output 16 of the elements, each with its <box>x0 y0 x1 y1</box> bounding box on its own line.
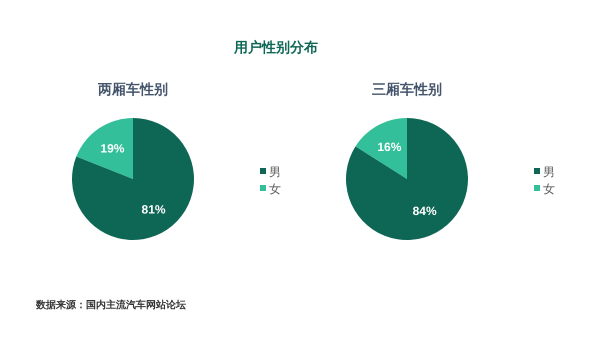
chart-title: 三厢车性别 <box>372 81 442 97</box>
pie-slice <box>76 118 133 179</box>
source-note: 数据来源：国内主流汽车网站论坛 <box>35 299 186 311</box>
legend-label: 男 <box>543 165 555 179</box>
legend-label: 女 <box>269 182 281 196</box>
data-label: 84% <box>412 204 437 218</box>
chart-title: 两厢车性别 <box>97 81 168 97</box>
pie-slice <box>72 118 194 240</box>
legend-label: 女 <box>543 182 555 196</box>
data-label: 16% <box>377 140 402 154</box>
pie-slice <box>346 118 468 240</box>
pie-slice <box>355 118 407 179</box>
data-label: 81% <box>142 202 166 216</box>
legend-label: 男 <box>269 165 281 179</box>
data-label: 19% <box>100 142 125 156</box>
text: 用户性别分布 <box>233 39 318 55</box>
